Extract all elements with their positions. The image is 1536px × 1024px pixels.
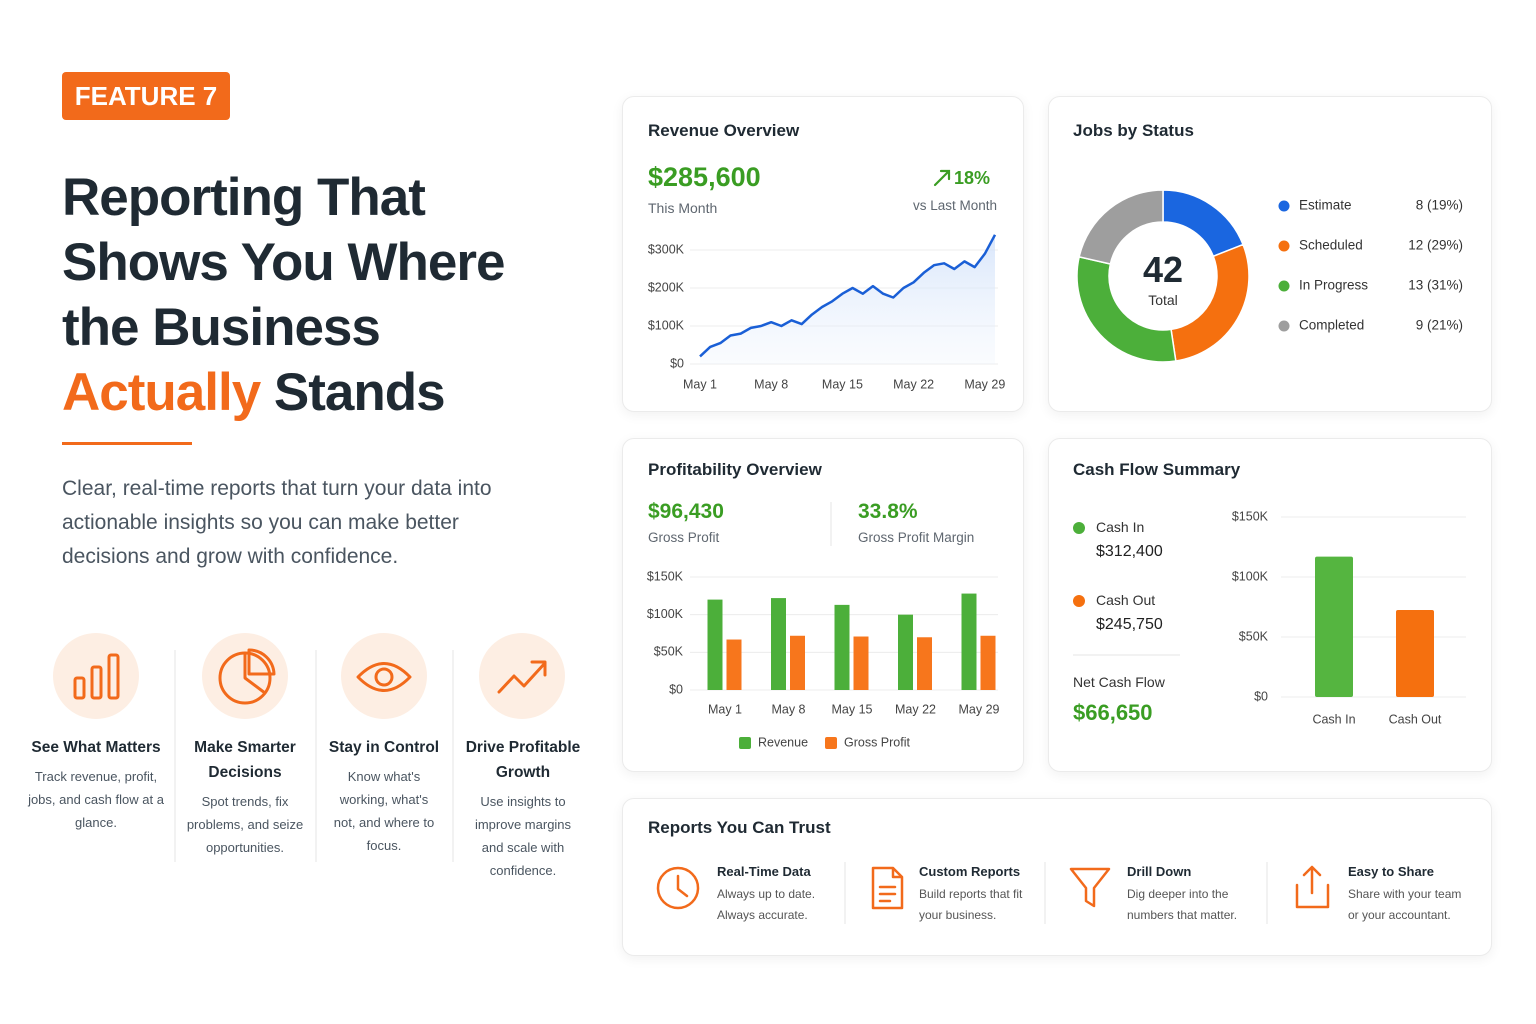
card bbox=[1048, 438, 1492, 772]
margin: 33.8% bbox=[858, 500, 918, 523]
report-text: Build reports that fit your business. bbox=[919, 887, 1023, 922]
card bbox=[622, 96, 1024, 412]
card-title: Reports You Can Trust bbox=[648, 818, 831, 837]
margin-label: Gross Profit Margin bbox=[858, 530, 975, 545]
card-title: Cash Flow Summary bbox=[1073, 460, 1241, 479]
report-text: Share with your team or your accountant. bbox=[1348, 887, 1462, 922]
report-text: Always up to date. Always accurate. bbox=[717, 887, 816, 922]
feature: Stay in Control Know what's working, what… bbox=[311, 735, 457, 857]
feature-text: Know what's working, what's not, and whe… bbox=[333, 769, 435, 853]
cash-in: $312,400 bbox=[1096, 543, 1163, 560]
feature-text: Spot trends, fix problems, and seize opp… bbox=[186, 794, 304, 855]
report-title: Easy to Share bbox=[1348, 864, 1434, 879]
headline-highlight: Actually bbox=[62, 363, 261, 422]
feature: Drive Profitable Growth Use insights to i… bbox=[450, 735, 596, 882]
donut-total-label: Total bbox=[1148, 292, 1178, 308]
card-title: Jobs by Status bbox=[1073, 121, 1194, 140]
report-item: Real-Time Data Always up to date. Always … bbox=[717, 862, 842, 926]
change: 18% bbox=[953, 168, 990, 188]
cash-out-label: Cash Out bbox=[1096, 592, 1156, 608]
gross-profit: $96,430 bbox=[648, 500, 724, 523]
feature-title: See What Matters bbox=[31, 739, 161, 756]
feature-text: Use insights to improve margins and scal… bbox=[474, 794, 572, 878]
headline: Reporting That Shows You Where the Busin… bbox=[62, 165, 505, 425]
report-title: Drill Down bbox=[1127, 864, 1192, 879]
feature-title: Stay in Control bbox=[328, 739, 440, 756]
report-title: Real-Time Data bbox=[717, 864, 811, 879]
gross-profit-label: Gross Profit bbox=[648, 530, 720, 545]
amount-label: This Month bbox=[648, 200, 718, 216]
report-item: Drill Down Dig deeper into the numbers th… bbox=[1127, 862, 1252, 926]
badge-text: FEATURE 7 bbox=[74, 81, 218, 111]
feature-title: Drive Profitable Growth bbox=[465, 739, 581, 781]
feature-text: Track revenue, profit, jobs, and cash fl… bbox=[28, 769, 164, 830]
card-title: Profitability Overview bbox=[648, 460, 822, 479]
report-item: Easy to Share Share with your team or you… bbox=[1348, 862, 1473, 926]
net-label: Net Cash Flow bbox=[1073, 674, 1165, 690]
cash-in-label: Cash In bbox=[1096, 519, 1145, 535]
change-label: vs Last Month bbox=[912, 198, 997, 213]
amount: $285,600 bbox=[648, 162, 761, 192]
feature-title: Make Smarter Decisions bbox=[194, 739, 296, 781]
headline-line: the Business bbox=[62, 298, 381, 357]
headline-line: Stands bbox=[273, 363, 446, 422]
headline-line: Reporting That bbox=[62, 168, 426, 227]
card bbox=[622, 798, 1492, 956]
description: Clear, real-time reports that turn your … bbox=[62, 477, 492, 568]
card-title: Revenue Overview bbox=[648, 121, 800, 140]
underline bbox=[62, 442, 192, 445]
report-title: Custom Reports bbox=[919, 864, 1021, 879]
cash-out: $245,750 bbox=[1096, 616, 1163, 633]
feature-icons bbox=[53, 633, 565, 719]
net: $66,650 bbox=[1073, 700, 1153, 725]
report-text: Dig deeper into the numbers that matter. bbox=[1127, 887, 1238, 922]
feature: Make Smarter Decisions Spot trends, fix p… bbox=[172, 735, 318, 859]
donut-total: 42 bbox=[1142, 249, 1184, 290]
report-item: Custom Reports Build reports that fit you… bbox=[919, 862, 1044, 926]
badge: FEATURE 7 bbox=[62, 72, 230, 120]
feature: See What Matters Track revenue, profit, j… bbox=[23, 735, 169, 834]
headline-line: Shows You Where bbox=[62, 233, 505, 292]
card bbox=[622, 438, 1024, 772]
